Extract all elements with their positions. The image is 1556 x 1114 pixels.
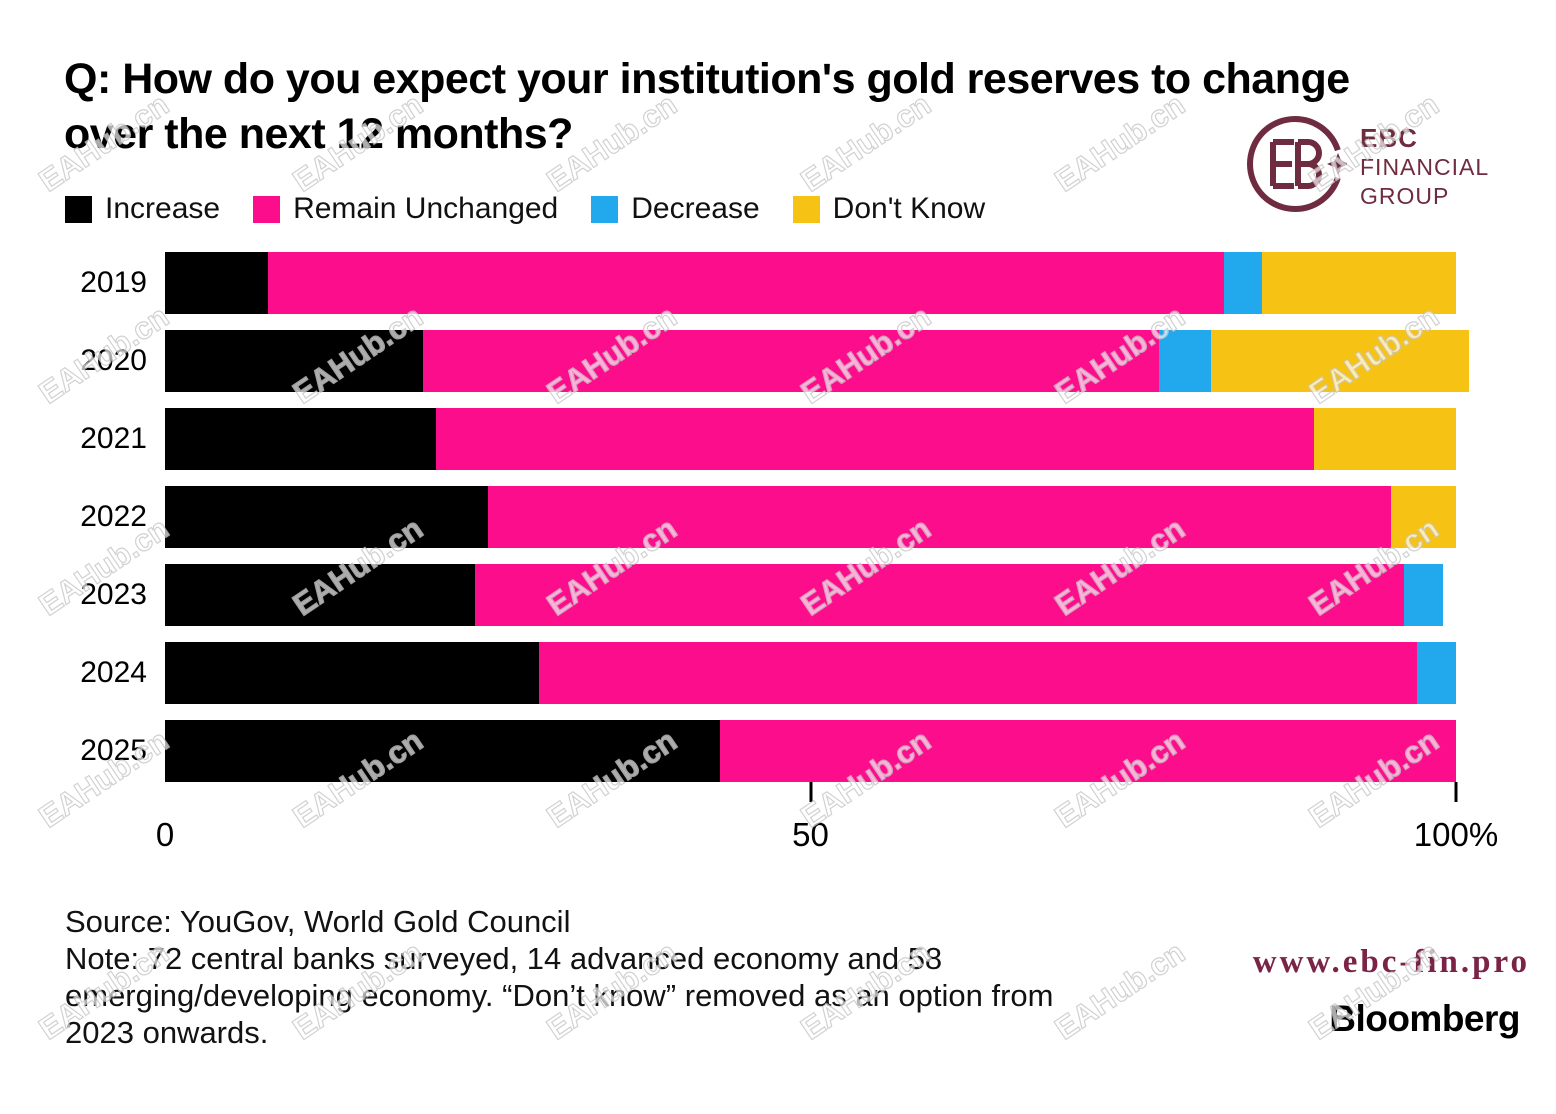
chart-row-2019: 2019 <box>0 252 1556 330</box>
legend-label: Decrease <box>631 192 760 225</box>
legend: Increase Remain Unchanged Decrease Don't Kn… <box>65 192 985 226</box>
chart-title-line2: over the next 12 months? <box>64 110 573 158</box>
logo-text-financial: FINANCIAL <box>1360 153 1490 180</box>
logo-text-ebc: EBC <box>1360 122 1418 153</box>
bloomberg-wordmark: Bloomberg <box>1329 998 1520 1039</box>
year-label: 2025 <box>80 734 147 767</box>
chart-row-2025: 2025 <box>0 720 1556 798</box>
bar-segment-don-t-know <box>1210 330 1469 392</box>
x-tick-mark-100 <box>1454 782 1458 802</box>
bar-track <box>165 564 1456 626</box>
note-text: Note: 72 central banks surveyed, 14 adva… <box>65 940 1054 1051</box>
legend-swatch-decrease <box>591 195 619 223</box>
year-label: 2023 <box>80 578 147 611</box>
bar-segment-don-t-know <box>1313 408 1456 470</box>
bar-segment-remain-unchanged <box>720 720 1456 782</box>
x-tick-label-50: 50 <box>792 816 829 853</box>
source-text: Source: YouGov, World Gold Council <box>65 904 571 939</box>
bar-track <box>165 252 1456 314</box>
bar-segment-increase <box>165 486 488 548</box>
watermark-text: EAHub.cn <box>1048 934 1192 1047</box>
bar-segment-remain-unchanged <box>268 252 1224 314</box>
year-label: 2024 <box>80 656 147 689</box>
year-label: 2019 <box>80 266 147 299</box>
bar-segment-remain-unchanged <box>539 642 1418 704</box>
legend-swatch-don-t-know <box>792 195 820 223</box>
bar-segment-increase <box>165 408 437 470</box>
bar-segment-decrease <box>1223 252 1263 314</box>
bar-segment-remain-unchanged <box>474 564 1405 626</box>
chart-row-2021: 2021 <box>0 408 1556 486</box>
chart-row-2020: 2020 <box>0 330 1556 408</box>
legend-item-don-t-know: Don't Know <box>792 192 986 226</box>
source-note: Source: YouGov, World Gold Council Note:… <box>65 903 1054 1051</box>
legend-item-decrease: Decrease <box>591 192 760 226</box>
chart-row-2024: 2024 <box>0 642 1556 720</box>
legend-item-increase: Increase <box>65 192 220 226</box>
chart-row-2023: 2023 <box>0 564 1556 642</box>
note-line: emerging/developing economy. “Don’t know… <box>65 978 1054 1013</box>
bar-segment-remain-unchanged <box>487 486 1392 548</box>
bar-segment-increase <box>165 252 269 314</box>
year-label: 2022 <box>80 500 147 533</box>
year-label: 2020 <box>80 344 147 377</box>
bar-segment-increase <box>165 720 721 782</box>
bar-segment-increase <box>165 330 424 392</box>
bar-segment-decrease <box>1159 330 1211 392</box>
logo-text-group: GROUP <box>1360 182 1450 209</box>
legend-swatch-remain-unchanged <box>253 195 281 223</box>
x-tick-mark-50 <box>809 782 812 802</box>
ebc-monogram-icon <box>1243 112 1349 221</box>
ebc-logo: EBC FINANCIAL GROUP <box>1243 112 1489 221</box>
bar-segment-decrease <box>1404 564 1444 626</box>
legend-label: Remain Unchanged <box>293 192 559 225</box>
bar-track <box>165 330 1469 392</box>
x-axis-ticks <box>165 782 1458 804</box>
chart-row-2022: 2022 <box>0 486 1556 564</box>
bar-segment-don-t-know <box>1262 252 1456 314</box>
bar-track <box>165 408 1456 470</box>
bar-track <box>165 642 1456 704</box>
year-label: 2021 <box>80 422 147 455</box>
bar-track <box>165 486 1456 548</box>
chart-title-line1: Q: How do you expect your institution's … <box>64 55 1350 103</box>
bar-segment-decrease <box>1417 642 1456 704</box>
bar-segment-increase <box>165 642 540 704</box>
bar-chart: 2019 2020 2021 2022 2023 2024 2025 <box>0 252 1556 798</box>
legend-item-remain-unchanged: Remain Unchanged <box>253 192 558 226</box>
x-axis-labels: 0 50 100% <box>156 816 1498 858</box>
bar-segment-increase <box>165 564 475 626</box>
chart-title: Q: How do you expect your institution's … <box>64 52 1484 162</box>
x-tick-label-0: 0 <box>155 816 175 853</box>
bar-segment-remain-unchanged <box>436 408 1314 470</box>
note-line: 2023 onwards. <box>65 1015 269 1050</box>
bar-segment-remain-unchanged <box>423 330 1160 392</box>
bar-track <box>165 720 1456 782</box>
website-url: www.ebc-fin.pro <box>1252 944 1530 980</box>
note-line: Note: 72 central banks surveyed, 14 adva… <box>65 941 943 976</box>
legend-label: Don't Know <box>832 192 986 225</box>
legend-swatch-increase <box>65 195 92 223</box>
x-tick-label-100: 100% <box>1413 816 1499 853</box>
legend-label: Increase <box>105 192 221 225</box>
bar-segment-don-t-know <box>1391 486 1456 548</box>
